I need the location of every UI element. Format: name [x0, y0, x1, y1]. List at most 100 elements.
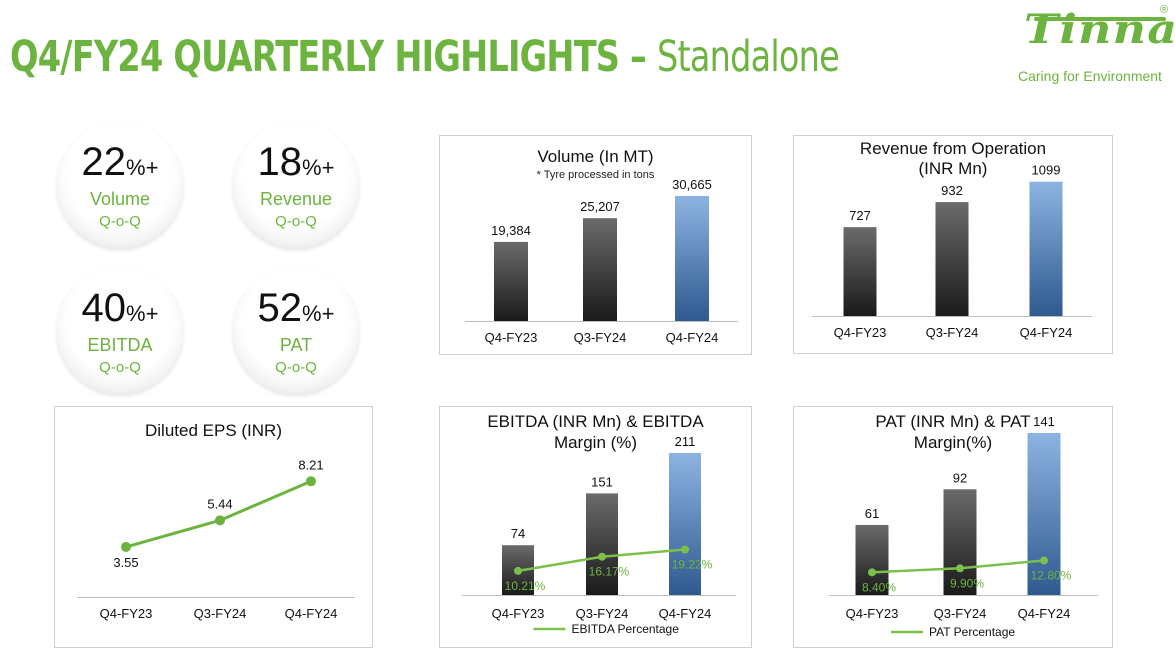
volume-chart: Volume (In MT) * Tyre processed in tons 19… — [465, 147, 738, 345]
volume-chart-panel: Volume (In MT) * Tyre processed in tons 19… — [439, 135, 752, 355]
category-label: Q4-FY24 — [285, 606, 338, 621]
logo-swoosh — [1034, 17, 1166, 21]
pat-chart-panel: PAT (INR Mn) & PAT Margin(%) 61 92 141 8.40% 9… — [793, 406, 1113, 648]
legend-label: EBITDA Percentage — [572, 622, 680, 636]
highlight-period: Q-o-Q — [275, 359, 317, 376]
highlight-period: Q-o-Q — [99, 213, 141, 230]
revenue-chart: Revenue from Operation(INR Mn) 727 932 1099… — [812, 139, 1092, 340]
category-label: Q4-FY23 — [492, 606, 545, 621]
percentage-point — [868, 568, 876, 577]
percentage-value-label: 12.80% — [1031, 568, 1072, 582]
chart-title-line2: Margin (%) — [554, 433, 637, 452]
bar-q4-fy24 — [1029, 181, 1063, 316]
eps-point — [215, 515, 225, 526]
pat-chart: PAT (INR Mn) & PAT Margin(%) 61 92 141 8.40% 9… — [829, 412, 1098, 639]
bar-q4-fy23 — [843, 227, 877, 316]
eps-line — [125, 479, 312, 549]
bar-value-label: 141 — [1033, 414, 1055, 429]
page-title-main: Q4/FY24 QUARTERLY HIGHLIGHTS – — [10, 32, 657, 82]
chart-title-line2: Margin(%) — [914, 433, 992, 452]
percentage-point — [598, 552, 606, 561]
bar-value-label: 211 — [675, 434, 696, 449]
category-label: Q3-FY24 — [576, 606, 629, 621]
chart-title: Diluted EPS (INR) — [145, 421, 282, 440]
logo-registered-mark: ® — [1160, 4, 1169, 16]
highlight-period: Q-o-Q — [275, 213, 317, 230]
bar-value-label: 19,384 — [491, 223, 531, 238]
ebitda-chart-panel: EBITDA (INR Mn) & EBITDA Margin (%) 74 151 2… — [439, 406, 752, 648]
percentage-value-label: 8.40% — [862, 580, 896, 594]
bar-value-label: 151 — [591, 474, 613, 489]
highlight-label: PAT — [279, 335, 313, 355]
category-label: Q4-FY23 — [485, 330, 538, 345]
ebitda-chart: EBITDA (INR Mn) & EBITDA Margin (%) 74 151 2… — [462, 412, 736, 636]
chart-title: Revenue from Operation — [860, 139, 1046, 158]
category-label: Q4-FY23 — [100, 606, 153, 621]
eps-point — [306, 476, 316, 487]
highlight-bubble-volume: 22%+ Volume Q-o-Q — [57, 122, 183, 248]
highlight-label: EBITDA — [87, 335, 153, 355]
chart-title: PAT (INR Mn) & PAT — [875, 412, 1030, 431]
category-label: Q4-FY23 — [846, 606, 899, 621]
eps-point — [121, 541, 131, 552]
percentage-value-label: 10.21% — [505, 579, 546, 593]
percentage-point — [956, 564, 964, 573]
bar-q3-fy24 — [943, 489, 977, 595]
bar-value-label: 61 — [865, 506, 879, 521]
percentage-point — [1040, 556, 1048, 565]
percentage-value-label: 9.90% — [950, 576, 984, 590]
revenue-chart-panel: Revenue from Operation (INR Mn) 727 932 1099… — [793, 135, 1113, 354]
chart-title-line2: (INR Mn) — [919, 159, 988, 178]
category-label: Q3-FY24 — [926, 325, 979, 340]
bar-value-label: 30,665 — [672, 177, 712, 192]
category-label: Q4-FY24 — [1020, 325, 1073, 340]
highlight-value: 52%+ — [257, 286, 335, 330]
category-label: Q3-FY24 — [934, 606, 987, 621]
point-value-label: 8.21 — [298, 457, 323, 472]
eps-chart-panel: Diluted EPS (INR) 3.55 5.44 8.21 Q4-FY23 Q3-F… — [54, 406, 373, 648]
bar-q3-fy24 — [935, 202, 969, 316]
category-label: Q4-FY24 — [1018, 606, 1071, 621]
highlight-value: 22%+ — [81, 140, 159, 184]
category-label: Q3-FY24 — [574, 330, 627, 345]
bar-q3-fy24 — [586, 493, 618, 595]
bar-q4-fy24 — [669, 453, 701, 595]
page-title: Q4/FY24 QUARTERLY HIGHLIGHTS – Standalon… — [10, 36, 840, 79]
bar-value-label: 727 — [849, 208, 871, 223]
bar-value-label: 92 — [953, 470, 967, 485]
highlight-bubble-revenue: 18%+ Revenue Q-o-Q — [233, 122, 359, 248]
company-logo: Tinna ® Caring for Environment — [1016, 4, 1175, 86]
logo-wordmark: Tinna — [1024, 6, 1175, 53]
eps-chart: Diluted EPS (INR) 3.55 5.44 8.21 Q4-FY23 Q3-F… — [77, 421, 355, 621]
category-label: Q4-FY23 — [834, 325, 887, 340]
highlight-label: Volume — [89, 189, 151, 209]
category-label: Q4-FY24 — [659, 606, 712, 621]
percentage-point — [681, 545, 689, 554]
chart-title: Volume (In MT) — [537, 147, 653, 166]
bar-value-label: 25,207 — [580, 199, 620, 214]
highlight-value: 18%+ — [257, 140, 335, 184]
chart-subtitle: * Tyre processed in tons — [537, 169, 655, 181]
bar-value-label: 932 — [941, 183, 963, 198]
highlight-period: Q-o-Q — [99, 359, 141, 376]
bar-value-label: 74 — [511, 526, 525, 541]
bar-q4-fy24 — [1027, 433, 1061, 595]
highlight-bubble-pat: 52%+ PAT Q-o-Q — [233, 268, 359, 394]
percentage-point — [514, 566, 522, 575]
category-label: Q4-FY24 — [666, 330, 719, 345]
highlight-label: Revenue — [259, 189, 333, 209]
point-value-label: 3.55 — [113, 555, 138, 570]
legend-label: PAT Percentage — [929, 625, 1015, 639]
percentage-value-label: 19.22% — [672, 558, 713, 572]
highlight-value: 40%+ — [81, 286, 159, 330]
logo-tagline: Caring for Environment — [1018, 68, 1162, 84]
category-label: Q3-FY24 — [194, 606, 247, 621]
bar-q4-fy23 — [494, 241, 528, 321]
point-value-label: 5.44 — [207, 496, 232, 511]
bar-value-label: 1099 — [1032, 163, 1061, 178]
chart-title: EBITDA (INR Mn) & EBITDA — [487, 412, 704, 431]
bar-q4-fy23 — [855, 524, 889, 595]
highlight-bubble-ebitda: 40%+ EBITDA Q-o-Q — [57, 268, 183, 394]
bar-q4-fy24 — [675, 195, 709, 321]
page-title-suffix: Standalone — [656, 32, 840, 82]
